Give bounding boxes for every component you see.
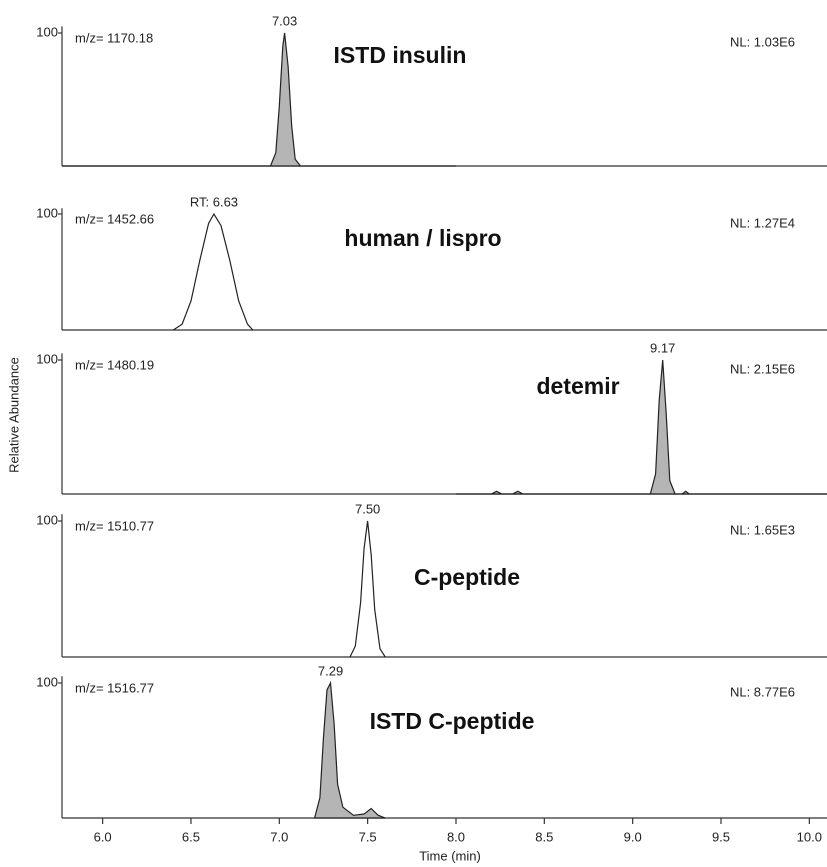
compound-name: human / lispro xyxy=(344,225,501,251)
mz-label: m/z= 1452.66 xyxy=(75,211,154,226)
trace xyxy=(172,212,254,331)
x-axis-label: Time (min) xyxy=(419,848,481,863)
nl-label: NL: 2.15E6 xyxy=(730,361,795,376)
x-tick-label: 9.0 xyxy=(624,829,642,844)
peak-label: 7.03 xyxy=(272,13,297,28)
mz-label: m/z= 1510.77 xyxy=(75,518,154,533)
peak-label: 7.29 xyxy=(318,663,343,678)
y-tick-label: 100 xyxy=(36,24,58,39)
y-tick-label: 100 xyxy=(36,205,58,220)
compound-name: ISTD insulin xyxy=(334,42,467,68)
y-tick-label: 100 xyxy=(36,674,58,689)
compound-name: C-peptide xyxy=(414,564,520,590)
mz-label: m/z= 1516.77 xyxy=(75,680,154,695)
x-tick-label: 6.5 xyxy=(182,829,200,844)
trace xyxy=(313,680,386,819)
x-tick-label: 8.0 xyxy=(447,829,465,844)
compound-name: detemir xyxy=(536,373,619,399)
mz-label: m/z= 1480.19 xyxy=(75,357,154,372)
nl-label: NL: 1.03E6 xyxy=(730,34,795,49)
trace xyxy=(62,32,456,167)
x-tick-label: 9.5 xyxy=(712,829,730,844)
x-tick-label: 7.0 xyxy=(270,829,288,844)
y-tick-label: 100 xyxy=(36,512,58,527)
nl-label: NL: 1.65E3 xyxy=(730,522,795,537)
peak-label: RT: 6.63 xyxy=(190,194,238,209)
trace xyxy=(349,520,386,658)
y-axis-label: Relative Abundance xyxy=(6,357,21,473)
x-tick-label: 6.0 xyxy=(94,829,112,844)
mz-label: m/z= 1170.18 xyxy=(75,30,153,45)
nl-label: NL: 1.27E4 xyxy=(730,215,795,230)
trace xyxy=(456,359,827,495)
compound-name: ISTD C-peptide xyxy=(370,708,535,734)
y-tick-label: 100 xyxy=(36,351,58,366)
peak-label: 9.17 xyxy=(650,340,675,355)
x-tick-label: 7.5 xyxy=(359,829,377,844)
x-tick-label: 10.0 xyxy=(797,829,822,844)
peak-label: 7.50 xyxy=(355,501,380,516)
x-tick-label: 8.5 xyxy=(535,829,553,844)
nl-label: NL: 8.77E6 xyxy=(730,684,795,699)
